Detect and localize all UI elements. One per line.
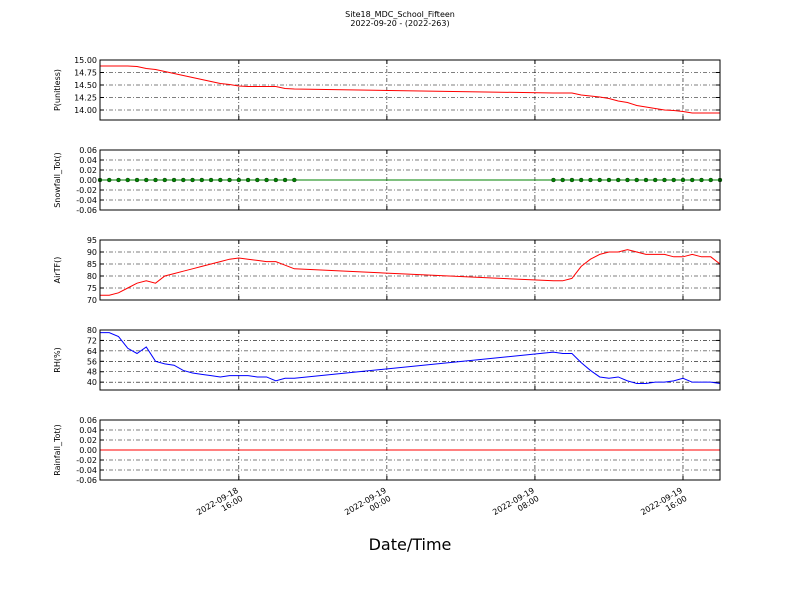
y-axis-label: Rainfall_Tot(): [53, 424, 62, 476]
x-tick-label: 2022-09-1908:00: [491, 486, 540, 525]
y-tick-label: 80: [87, 326, 97, 335]
data-point: [227, 177, 232, 183]
x-tick-label: 2022-09-1916:00: [639, 486, 688, 525]
data-point: [569, 177, 575, 183]
y-tick-label: 90: [87, 248, 97, 257]
data-point: [153, 177, 158, 183]
data-point: [107, 177, 112, 183]
y-tick-label: 0.04: [79, 156, 97, 165]
chart-subtitle: 2022-09-20 - (2022-263): [350, 19, 449, 28]
y-tick-label: 80: [87, 272, 97, 281]
data-point: [282, 177, 288, 183]
y-axis-label: AirTF(): [53, 257, 62, 284]
data-point: [162, 177, 167, 183]
data-line: [100, 65, 720, 114]
data-point: [551, 177, 556, 183]
data-point: [588, 177, 593, 183]
data-point: [662, 177, 667, 183]
data-point: [134, 177, 140, 183]
plot-frame: [99, 149, 721, 211]
y-tick-label: -0.04: [76, 466, 97, 475]
data-point: [643, 177, 649, 183]
y-tick-label: 0.00: [79, 176, 97, 185]
y-tick-label: 75: [87, 284, 97, 293]
data-point: [208, 177, 214, 183]
data-point: [190, 177, 195, 183]
data-point: [616, 177, 621, 183]
y-tick-label: 85: [87, 260, 97, 269]
data-point: [690, 177, 695, 183]
y-tick-label: 14.75: [74, 69, 97, 78]
data-point: [125, 177, 130, 183]
data-point: [634, 177, 639, 183]
data-point: [199, 177, 204, 183]
y-tick-label: 15.00: [74, 56, 97, 65]
data-point: [606, 177, 612, 183]
data-point: [625, 177, 630, 183]
plot-frame: [99, 419, 721, 481]
y-tick-label: 0.02: [79, 166, 97, 175]
x-tick-label: 2022-09-1900:00: [343, 486, 392, 525]
y-tick-label: -0.02: [76, 456, 97, 465]
y-axis-label: Snowfall_Tot(): [53, 152, 62, 208]
data-point: [171, 177, 177, 183]
y-tick-label: 48: [87, 368, 97, 377]
y-tick-label: 0.00: [79, 446, 97, 455]
data-point: [264, 177, 269, 183]
data-point: [218, 177, 223, 183]
x-axis-label: Date/Time: [369, 535, 452, 554]
y-tick-label: 14.00: [74, 106, 97, 115]
data-line: [100, 249, 721, 296]
y-tick-label: -0.06: [76, 206, 97, 215]
data-point: [181, 177, 186, 183]
data-point: [653, 177, 658, 183]
data-point: [680, 177, 686, 183]
y-tick-label: -0.04: [76, 196, 97, 205]
data-point: [560, 177, 565, 183]
y-tick-label: -0.06: [76, 476, 97, 485]
data-point: [292, 177, 297, 183]
y-tick-label: 0.06: [79, 416, 97, 425]
y-tick-label: 70: [87, 296, 97, 305]
data-point: [579, 177, 584, 183]
data-point: [273, 177, 278, 183]
data-point: [144, 177, 149, 183]
y-tick-label: -0.02: [76, 186, 97, 195]
data-point: [699, 177, 704, 183]
y-tick-label: 56: [87, 357, 97, 366]
y-tick-label: 72: [87, 336, 97, 345]
data-line: [100, 332, 721, 384]
y-tick-label: 0.02: [79, 436, 97, 445]
chart-title: Site18_MDC_School_Fifteen: [345, 10, 455, 19]
y-tick-label: 14.50: [74, 81, 97, 90]
y-tick-label: 0.04: [79, 426, 97, 435]
plot-frame: [99, 59, 721, 121]
plot-frame: [99, 239, 721, 301]
data-point: [245, 177, 251, 183]
y-tick-label: 95: [87, 236, 97, 245]
y-tick-label: 64: [87, 347, 97, 356]
y-axis-label: P(unitless): [53, 69, 62, 111]
data-point: [116, 177, 121, 183]
data-point: [708, 177, 713, 183]
data-point: [597, 177, 602, 183]
y-axis-label: RH(%): [53, 347, 62, 372]
y-tick-label: 40: [87, 378, 97, 387]
y-tick-label: 0.06: [79, 146, 97, 155]
data-point: [236, 177, 241, 183]
data-point: [255, 177, 260, 183]
plot-frame: [99, 329, 721, 391]
data-point: [671, 177, 676, 183]
x-tick-label: 2022-09-1816:00: [195, 486, 244, 525]
y-tick-label: 14.25: [74, 94, 97, 103]
